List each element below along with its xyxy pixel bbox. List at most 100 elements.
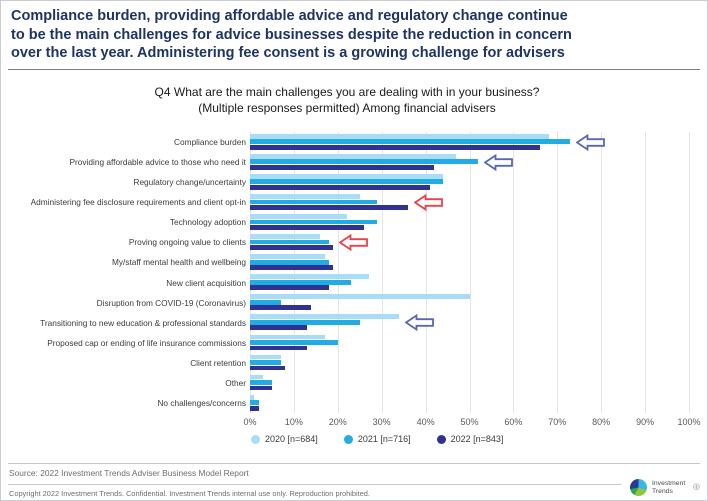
bar-2022-0 (250, 144, 540, 150)
bar-2021-11 (250, 360, 281, 365)
legend-marker (436, 434, 446, 444)
headline-line-3: over the last year. Administering fee co… (11, 45, 565, 62)
footer-divider-top (8, 463, 700, 464)
category-label: Proposed cap or ending of life insurance… (47, 337, 246, 348)
category-label: Client retention (190, 357, 246, 368)
gridline (689, 132, 690, 413)
logo-text-line-2: Trends (652, 487, 673, 495)
bar-2021-1 (250, 159, 479, 165)
category-label: Other (225, 377, 246, 388)
bar-2022-6 (250, 265, 334, 271)
bar-2022-10 (250, 345, 308, 351)
gridline (645, 132, 647, 413)
bar-2021-8 (250, 299, 281, 305)
bar-2020-5 (250, 234, 321, 239)
bar-2022-4 (250, 225, 365, 230)
footer-divider-bottom (8, 484, 621, 485)
gridline (601, 132, 603, 413)
bar-2020-12 (250, 374, 264, 380)
gridline (513, 132, 515, 413)
bar-2020-6 (250, 254, 325, 260)
globe-icon: ⊕ (692, 482, 701, 493)
x-tick-label: 0% (243, 417, 257, 427)
legend-label: 2022 [n=843] (450, 434, 504, 444)
bar-2022-1 (250, 164, 435, 170)
category-label: New client acquisition (166, 277, 246, 288)
headline-line-2: to be the main challenges for advice bus… (11, 26, 572, 43)
category-label: Providing affordable advice to those who… (69, 157, 246, 168)
bar-2020-4 (250, 214, 347, 219)
bar-2020-8 (250, 294, 470, 300)
x-tick-label: 20% (328, 417, 347, 427)
chart-question: Q4 What are the main challenges you are … (1, 85, 693, 116)
legend-label: 2021 [n=716] (357, 434, 411, 444)
bar-2021-7 (250, 279, 351, 285)
bar-2022-8 (250, 305, 312, 311)
gridline (337, 132, 339, 413)
x-tick-label: 100% (677, 417, 701, 427)
gridline (250, 132, 251, 413)
grouped-bar-chart: Compliance burden Providing affordable ad… (1, 132, 707, 413)
bar-2020-10 (250, 334, 325, 340)
gridline (557, 132, 559, 413)
x-tick-label: 40% (416, 417, 435, 427)
left-arrow-icon (575, 133, 606, 156)
category-label: No challenges/concerns (157, 397, 246, 408)
bar-2020-13 (250, 394, 255, 400)
bar-2021-3 (250, 199, 378, 205)
bar-2022-11 (250, 365, 286, 371)
category-label: Technology adoption (169, 217, 246, 228)
copyright-text: Copyright 2022 Investment Trends. Confid… (9, 489, 370, 498)
bar-2021-12 (250, 380, 272, 385)
legend-item: 2022 [n=843] (436, 434, 504, 444)
legend-item: 2020 [n=684] (251, 434, 318, 444)
gridline (381, 132, 383, 413)
x-tick-label: 60% (504, 417, 523, 427)
x-tick-label: 10% (284, 417, 303, 427)
bar-2020-2 (250, 173, 444, 179)
bar-2022-9 (250, 325, 308, 331)
left-arrow-icon (483, 153, 514, 176)
category-label: Administering fee disclosure requirement… (30, 197, 246, 208)
legend-marker (343, 434, 353, 444)
title-divider (8, 69, 700, 70)
bar-2021-5 (250, 239, 330, 245)
category-label: Regulatory change/uncertainty (133, 177, 246, 188)
bar-2020-0 (250, 133, 549, 139)
bar-2022-13 (250, 405, 259, 411)
bar-2020-7 (250, 274, 369, 280)
source-text: Source: 2022 Investment Trends Adviser B… (9, 468, 249, 478)
slide-headline: Compliance burden, providing affordable … (11, 7, 703, 63)
bar-2020-1 (250, 153, 457, 159)
gridline (425, 132, 427, 413)
x-tick-label: 80% (592, 417, 611, 427)
bar-2021-13 (250, 400, 259, 406)
bar-2022-12 (250, 385, 272, 391)
x-tick-label: 70% (548, 417, 567, 427)
category-label: Disruption from COVID-19 (Coronavirus) (96, 297, 246, 308)
gridline (293, 132, 295, 413)
chart-question-line-2: (Multiple responses permitted) Among fin… (198, 100, 496, 115)
bar-2021-10 (250, 340, 338, 345)
investment-trends-logo: Investment Trends ⊕ (630, 479, 701, 496)
chart-question-line-1: Q4 What are the main challenges you are … (154, 85, 540, 99)
legend-label: 2020 [n=684] (265, 434, 318, 444)
bar-2021-6 (250, 259, 330, 265)
x-tick-label: 50% (460, 417, 479, 427)
legend-marker (251, 434, 260, 444)
category-label: Compliance burden (174, 137, 246, 147)
x-tick-label: 90% (636, 417, 655, 427)
left-arrow-icon (338, 233, 369, 256)
logo-sphere-icon (630, 479, 647, 496)
bar-2020-11 (250, 354, 281, 360)
bar-2020-3 (250, 194, 360, 199)
logo-text: Investment Trends (652, 480, 685, 495)
plot-area (250, 132, 690, 413)
left-arrow-icon (404, 313, 435, 336)
left-arrow-icon (413, 193, 443, 216)
x-axis: 0% 10% 20% 30% 40% 50% 60% 70% 80% 90% 100% (1, 417, 707, 429)
bar-2022-2 (250, 184, 430, 190)
bar-2022-5 (250, 245, 334, 250)
bar-2020-9 (250, 314, 400, 320)
